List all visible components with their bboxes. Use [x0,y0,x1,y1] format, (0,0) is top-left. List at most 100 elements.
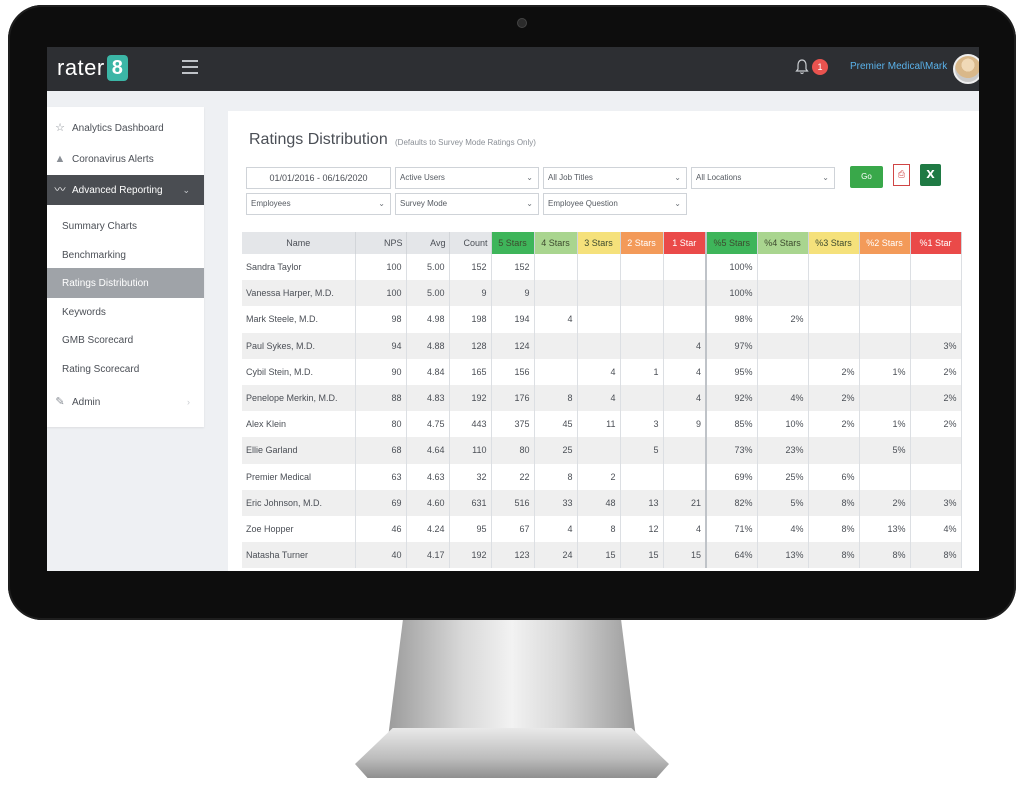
locations-select[interactable]: All Locations ⌄ [691,167,835,189]
table-cell-5-stars: 80 [491,437,535,464]
column-header-count[interactable]: Count [449,232,492,254]
sidebar-item-label: Coronavirus Alerts [72,153,154,165]
table-cell-pct-5-stars: 71% [706,515,758,543]
table-cell-nps: 46 [355,515,407,543]
column-header-pct-2-stars[interactable]: %2 Stars [859,232,911,254]
table-cell-count: 110 [449,437,492,464]
employees-select[interactable]: Employees ⌄ [246,193,391,215]
sidebar-item-advanced-reporting[interactable]: 〰 Advanced Reporting ⌄ [47,175,204,205]
table-cell-5-stars: 516 [491,489,535,516]
table-row[interactable]: Vanessa Harper, M.D. 100 5.00 9 9 100% [242,280,962,307]
main-panel: Ratings Distribution (Defaults to Survey… [228,111,979,571]
avatar[interactable] [953,54,979,84]
table-cell-pct-5-stars: 92% [706,384,758,412]
column-header-1-star[interactable]: 1 Star [663,232,707,254]
table-cell-pct-4-stars: 13% [757,542,809,569]
table-cell-3-stars [577,332,621,359]
table-cell-pct-2-stars [859,280,911,307]
sidebar-item-ratings-distribution[interactable]: Ratings Distribution [47,268,204,298]
table-cell-pct-3-stars: 8% [808,489,860,516]
table-cell-pct-3-stars [808,332,860,359]
table-cell-pct-5-stars: 97% [706,332,758,359]
table-cell-name: Penelope Merkin, M.D. [242,384,356,412]
column-header-3-stars[interactable]: 3 Stars [577,232,621,254]
question-select[interactable]: Employee Question ⌄ [543,193,687,215]
table-cell-1-star: 15 [663,542,707,569]
table-row[interactable]: Cybil Stein, M.D. 90 4.84 165 156 4 1 4 95% 2% 1% 2… [242,358,962,385]
column-header-2-stars[interactable]: 2 Stars [620,232,664,254]
table-row[interactable]: Natasha Turner 40 4.17 192 123 24 15 15 15 64% 13%… [242,542,962,569]
user-menu[interactable]: Premier Medical\Mark [850,61,948,72]
column-header-5-stars[interactable]: 5 Stars [491,232,535,254]
sidebar-item-rating-scorecard[interactable]: Rating Scorecard [47,354,204,384]
table-cell-pct-3-stars: 8% [808,515,860,543]
table-cell-nps: 94 [355,332,407,359]
column-header-pct-3-stars[interactable]: %3 Stars [808,232,860,254]
table-row[interactable]: Mark Steele, M.D. 98 4.98 198 194 4 98% 2% [242,306,962,333]
question-select-value: Employee Question [548,199,618,208]
excel-export-icon[interactable]: X [920,164,941,186]
monitor-stand-neck [388,620,636,738]
column-header-pct-5-stars[interactable]: %5 Stars [706,232,758,254]
app-screen: rater 8 1 Premier Medical\Mark ☆ Analyti… [47,47,979,571]
bell-icon[interactable] [795,59,809,75]
go-button[interactable]: Go [850,166,883,188]
table-cell-pct-2-stars: 1% [859,358,911,385]
table-cell-5-stars: 176 [491,384,535,412]
sidebar-item-admin[interactable]: ✎ Admin › [47,387,204,417]
table-cell-pct-3-stars: 2% [808,358,860,385]
table-cell-pct-5-stars: 69% [706,463,758,490]
table-cell-pct-1-star: 2% [910,411,962,438]
hamburger-menu-icon[interactable] [182,60,198,74]
job-titles-select[interactable]: All Job Titles ⌄ [543,167,687,189]
table-row[interactable]: Ellie Garland 68 4.64 110 80 25 5 73% 23% 5% [242,437,962,464]
table-row[interactable]: Zoe Hopper 46 4.24 95 67 4 8 12 4 71% 4% 8% 13% 4% [242,515,962,543]
column-header-name[interactable]: Name [242,232,356,254]
column-header-4-stars[interactable]: 4 Stars [534,232,578,254]
table-cell-pct-5-stars: 100% [706,280,758,307]
table-cell-avg: 5.00 [406,254,450,281]
table-cell-pct-3-stars: 2% [808,384,860,412]
logo-badge: 8 [106,55,128,81]
survey-mode-select[interactable]: Survey Mode ⌄ [395,193,539,215]
table-cell-avg: 4.63 [406,463,450,490]
table-row[interactable]: Sandra Taylor 100 5.00 152 152 100% [242,254,962,281]
table-row[interactable]: Alex Klein 80 4.75 443 375 45 11 3 9 85% 10% 2% 1% 2% [242,411,962,438]
pdf-export-icon[interactable]: ⎙ [893,164,910,186]
column-header-nps[interactable]: NPS [355,232,407,254]
sidebar-item-keywords[interactable]: Keywords [47,297,204,327]
sidebar-item-gmb-scorecard[interactable]: GMB Scorecard [47,325,204,355]
sidebar-item-analytics-dashboard[interactable]: ☆ Analytics Dashboard [47,113,204,143]
date-range-input[interactable]: 01/01/2016 - 06/16/2020 [246,167,391,189]
users-select[interactable]: Active Users ⌄ [395,167,539,189]
table-cell-pct-5-stars: 64% [706,542,758,569]
table-cell-pct-4-stars: 23% [757,437,809,464]
table-cell-count: 152 [449,254,492,281]
table-cell-count: 128 [449,332,492,359]
table-cell-2-stars [620,254,664,281]
table-cell-avg: 4.88 [406,332,450,359]
table-row[interactable]: Eric Johnson, M.D. 69 4.60 631 516 33 48 13 21 82… [242,489,962,516]
table-cell-pct-1-star: 4% [910,515,962,543]
table-cell-2-stars: 13 [620,489,664,516]
table-cell-1-star [663,306,707,333]
column-header-pct-4-stars[interactable]: %4 Stars [757,232,809,254]
table-cell-pct-5-stars: 73% [706,437,758,464]
logo[interactable]: rater 8 [57,55,128,81]
sidebar-item-summary-charts[interactable]: Summary Charts [47,211,204,241]
notification-badge[interactable]: 1 [812,59,828,75]
column-header-avg[interactable]: Avg [406,232,450,254]
table-cell-pct-3-stars [808,280,860,307]
table-cell-count: 165 [449,358,492,385]
table-cell-2-stars: 3 [620,411,664,438]
table-row[interactable]: Premier Medical 63 4.63 32 22 8 2 69% 25% 6% [242,463,962,490]
table-cell-pct-1-star [910,463,962,490]
table-cell-pct-3-stars [808,306,860,333]
sidebar-item-benchmarking[interactable]: Benchmarking [47,240,204,270]
table-row[interactable]: Penelope Merkin, M.D. 88 4.83 192 176 8 4 4 92% 4… [242,384,962,412]
column-header-pct-1-star[interactable]: %1 Star [910,232,962,254]
table-cell-5-stars: 375 [491,411,535,438]
table-cell-name: Premier Medical [242,463,356,490]
table-row[interactable]: Paul Sykes, M.D. 94 4.88 128 124 4 97% 3% [242,332,962,359]
sidebar-item-coronavirus-alerts[interactable]: ▲ Coronavirus Alerts [47,144,204,174]
